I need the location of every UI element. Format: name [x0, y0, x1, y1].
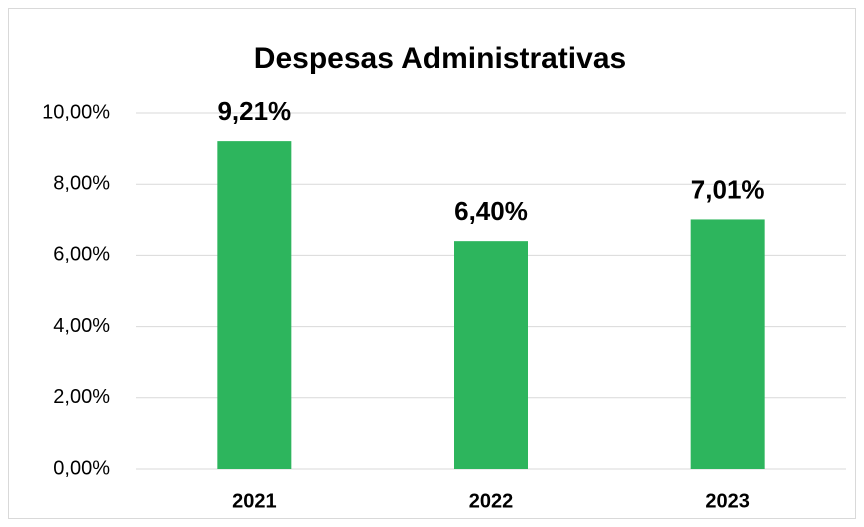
x-tick-label: 2021	[232, 490, 277, 512]
data-label: 6,40%	[454, 196, 528, 226]
x-tick-label: 2023	[705, 490, 750, 512]
y-tick-label: 2,00%	[53, 386, 110, 408]
data-label: 7,01%	[691, 174, 765, 204]
x-tick-label: 2022	[469, 490, 514, 512]
bar	[454, 241, 528, 469]
y-tick-label: 6,00%	[53, 244, 110, 266]
y-tick-label: 4,00%	[53, 315, 110, 337]
y-tick-label: 8,00%	[53, 172, 110, 194]
data-label: 9,21%	[217, 96, 291, 126]
bar	[690, 219, 765, 469]
y-tick-label: 10,00%	[42, 101, 110, 123]
bar	[217, 141, 292, 469]
chart-title: Despesas Administrativas	[254, 42, 626, 75]
y-tick-label: 0,00%	[53, 457, 110, 479]
